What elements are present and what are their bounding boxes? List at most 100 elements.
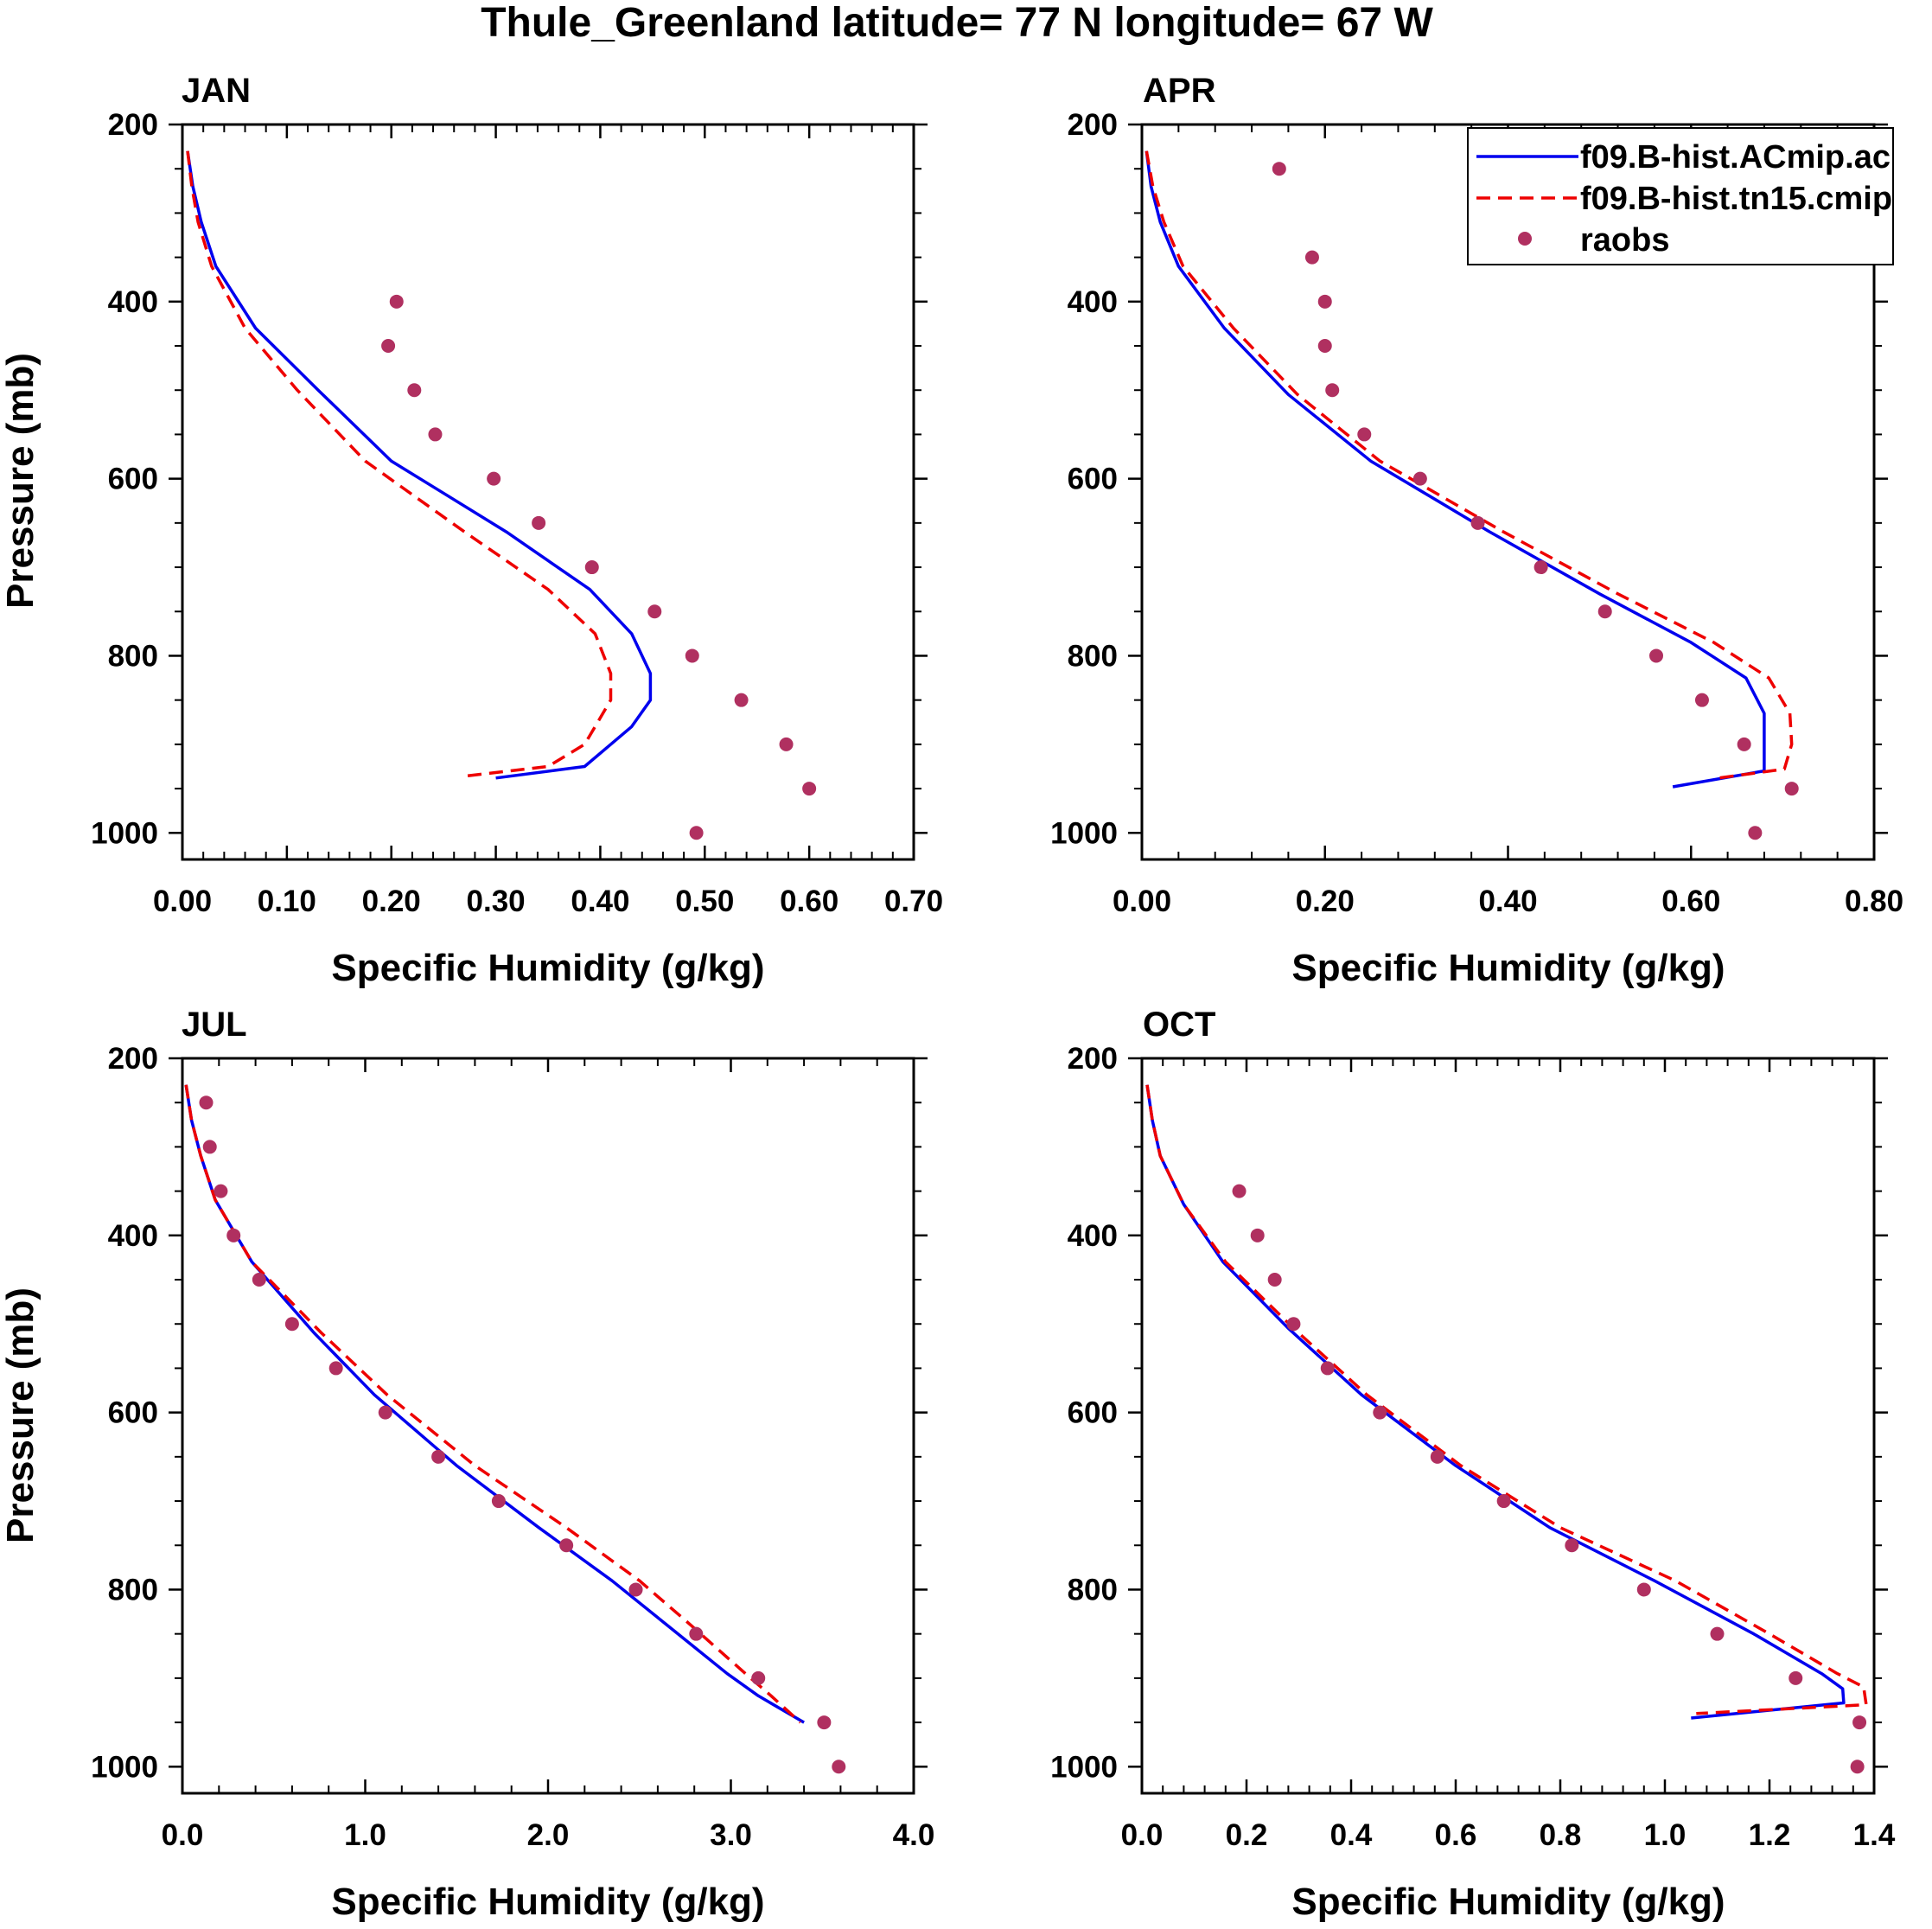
y-tick-label-oct: 800	[1068, 1573, 1118, 1606]
series-model-b-jan	[186, 150, 613, 778]
obs-point-jan	[685, 648, 699, 663]
panel-title-jan: JAN	[182, 72, 251, 110]
obs-point-jan	[802, 782, 817, 796]
x-tick-label-jan: 0.40	[571, 885, 629, 918]
panel-title-jul: JUL	[182, 1006, 247, 1044]
y-tick-label-jan: 600	[108, 463, 158, 496]
x-tick-label-oct: 1.4	[1853, 1818, 1896, 1852]
obs-point-oct	[1789, 1670, 1803, 1685]
panel-jul: JUL Pressure (mb) Specific Humidity (g/k…	[0, 1006, 934, 1923]
obs-point-jan	[428, 427, 443, 442]
y-tick-label-apr: 400	[1068, 285, 1118, 319]
obs-point-apr	[1748, 826, 1763, 840]
y-tick-label-apr: 800	[1068, 639, 1118, 673]
obs-point-jan	[734, 693, 749, 707]
obs-point-oct	[1496, 1494, 1511, 1509]
x-tick-label-apr: 0.40	[1478, 885, 1537, 918]
series-model-a-jul	[184, 1084, 805, 1724]
obs-point-jul	[226, 1228, 241, 1242]
x-tick-label-jan: 0.30	[467, 885, 526, 918]
y-tick-label-jan: 1000	[91, 816, 158, 850]
y-tick-label-apr: 1000	[1050, 816, 1118, 850]
x-axis-label-jan: Specific Humidity (g/kg)	[331, 947, 764, 989]
x-tick-label-jan: 0.10	[258, 885, 316, 918]
x-tick-label-oct: 0.0	[1121, 1818, 1164, 1852]
obs-point-jul	[328, 1361, 343, 1376]
x-tick-label-jan: 0.70	[884, 885, 943, 918]
x-tick-label-jul: 3.0	[710, 1818, 752, 1852]
y-axis-label-jan: Pressure (mb)	[0, 353, 41, 609]
obs-point-apr	[1357, 427, 1372, 442]
obs-point-oct	[1320, 1361, 1335, 1376]
obs-point-jan	[381, 339, 396, 354]
obs-point-jul	[378, 1405, 392, 1420]
x-tick-label-jul: 4.0	[893, 1818, 935, 1852]
y-tick-label-apr: 600	[1068, 463, 1118, 496]
x-axis-label-apr: Specific Humidity (g/kg)	[1291, 947, 1725, 989]
x-tick-label-apr: 0.80	[1845, 885, 1903, 918]
x-tick-label-jan: 0.60	[780, 885, 838, 918]
obs-point-jul	[491, 1494, 506, 1509]
series-model-b-jul	[184, 1084, 802, 1724]
obs-point-jul	[284, 1317, 299, 1332]
obs-point-jan	[584, 560, 599, 575]
obs-point-jan	[647, 604, 662, 619]
x-tick-label-apr: 0.00	[1113, 885, 1171, 918]
obs-point-jan	[689, 826, 704, 840]
obs-point-jul	[202, 1140, 217, 1154]
y-tick-label-jul: 200	[108, 1042, 158, 1076]
obs-point-jan	[532, 515, 546, 530]
obs-point-oct	[1852, 1715, 1867, 1730]
legend-label-model-a: f09.B-hist.ACmip.ac	[1580, 139, 1891, 176]
obs-point-apr	[1317, 339, 1332, 354]
x-axis-label-jul: Specific Humidity (g/kg)	[331, 1881, 764, 1923]
series-model-a-jan	[186, 150, 653, 780]
obs-point-jan	[779, 737, 794, 751]
obs-point-apr	[1304, 250, 1319, 265]
obs-point-oct	[1565, 1538, 1579, 1553]
panel-title-apr: APR	[1143, 72, 1216, 110]
legend-label-obs: raobs	[1580, 222, 1669, 259]
x-tick-label-oct: 0.6	[1435, 1818, 1477, 1852]
obs-point-jul	[199, 1095, 214, 1110]
y-axis-label-jul: Pressure (mb)	[0, 1287, 41, 1543]
obs-point-apr	[1649, 648, 1664, 663]
legend-box	[1467, 127, 1894, 265]
obs-point-apr	[1597, 604, 1612, 619]
plot-frame-jan	[181, 123, 915, 861]
obs-point-apr	[1784, 782, 1799, 796]
x-tick-label-jul: 2.0	[527, 1818, 570, 1852]
legend-label-model-b: f09.B-hist.tn15.cmip	[1580, 181, 1892, 217]
obs-point-jul	[628, 1582, 643, 1597]
obs-point-oct	[1232, 1184, 1247, 1198]
x-tick-label-jan: 0.50	[675, 885, 734, 918]
y-tick-label-jul: 400	[108, 1219, 158, 1253]
obs-point-oct	[1710, 1626, 1725, 1641]
obs-point-oct	[1267, 1273, 1282, 1287]
obs-point-apr	[1317, 294, 1332, 309]
figure-title: Thule_Greenland latitude= 77 N longitude…	[481, 0, 1433, 46]
y-tick-label-jan: 800	[108, 639, 158, 673]
obs-point-oct	[1250, 1228, 1265, 1242]
obs-point-apr	[1694, 693, 1709, 707]
obs-point-apr	[1412, 471, 1427, 486]
x-tick-label-oct: 1.0	[1644, 1818, 1687, 1852]
obs-point-jul	[252, 1273, 266, 1287]
obs-point-jul	[214, 1184, 228, 1198]
obs-point-oct	[1636, 1582, 1651, 1597]
y-tick-label-oct: 600	[1068, 1396, 1118, 1430]
obs-point-jul	[689, 1626, 704, 1641]
legend: f09.B-hist.ACmip.ac f09.B-hist.tn15.cmip…	[1467, 127, 1894, 265]
obs-point-jul	[559, 1538, 574, 1553]
y-tick-label-oct: 400	[1068, 1219, 1118, 1253]
x-tick-label-oct: 0.4	[1330, 1818, 1373, 1852]
obs-point-oct	[1373, 1405, 1387, 1420]
x-tick-label-apr: 0.60	[1661, 885, 1720, 918]
y-tick-label-apr: 200	[1068, 108, 1118, 142]
legend-swatch-obs	[1518, 232, 1532, 246]
obs-point-jul	[431, 1449, 446, 1464]
obs-point-apr	[1533, 560, 1548, 575]
obs-point-jul	[832, 1760, 846, 1774]
x-tick-label-oct: 0.2	[1226, 1818, 1268, 1852]
